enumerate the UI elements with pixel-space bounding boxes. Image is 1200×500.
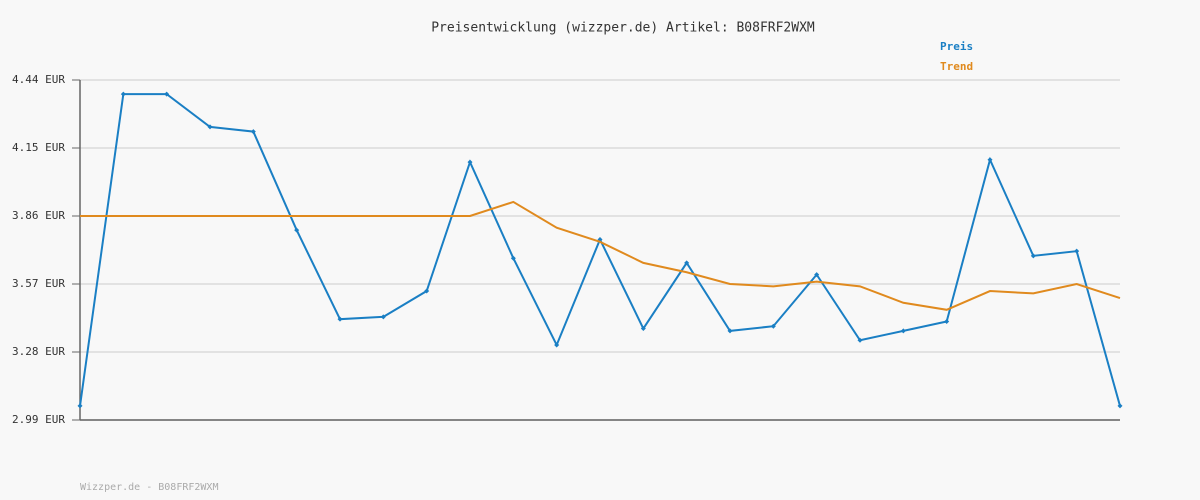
data-point bbox=[510, 255, 516, 261]
data-point bbox=[164, 91, 170, 97]
data-point bbox=[250, 129, 256, 135]
data-point bbox=[337, 316, 343, 322]
data-point bbox=[684, 260, 690, 266]
data-point bbox=[640, 326, 646, 332]
y-tick-label: 3.86 EUR bbox=[12, 209, 65, 222]
series-line bbox=[79, 93, 1121, 407]
data-point bbox=[987, 157, 993, 163]
y-tick-label: 4.44 EUR bbox=[12, 73, 65, 86]
data-point bbox=[77, 403, 83, 409]
y-tick-label: 3.28 EUR bbox=[12, 345, 65, 358]
data-point bbox=[294, 227, 300, 233]
data-point bbox=[1074, 248, 1080, 254]
data-point bbox=[814, 272, 820, 278]
data-point bbox=[900, 328, 906, 334]
data-point bbox=[770, 323, 776, 329]
series-line bbox=[80, 200, 1121, 311]
data-point bbox=[380, 314, 386, 320]
legend-label: Preis bbox=[940, 40, 973, 53]
footer: Wizzper.de - B08FRF2WXM bbox=[80, 482, 218, 493]
data-point bbox=[857, 337, 863, 343]
data-point bbox=[554, 342, 560, 348]
data-point bbox=[1117, 403, 1123, 409]
y-tick-label: 3.57 EUR bbox=[12, 277, 65, 290]
data-point bbox=[467, 159, 473, 165]
data-point bbox=[424, 288, 430, 294]
data-point bbox=[1030, 253, 1036, 259]
y-tick-label: 2.99 EUR bbox=[12, 413, 65, 426]
data-point bbox=[207, 124, 213, 130]
data-point bbox=[944, 319, 950, 325]
legend-label: Trend bbox=[940, 60, 973, 73]
data-point bbox=[727, 328, 733, 334]
chart-title: Preisentwicklung (wizzper.de) Artikel: B… bbox=[431, 21, 815, 36]
data-point bbox=[120, 91, 126, 97]
y-tick-label: 4.15 EUR bbox=[12, 141, 65, 154]
